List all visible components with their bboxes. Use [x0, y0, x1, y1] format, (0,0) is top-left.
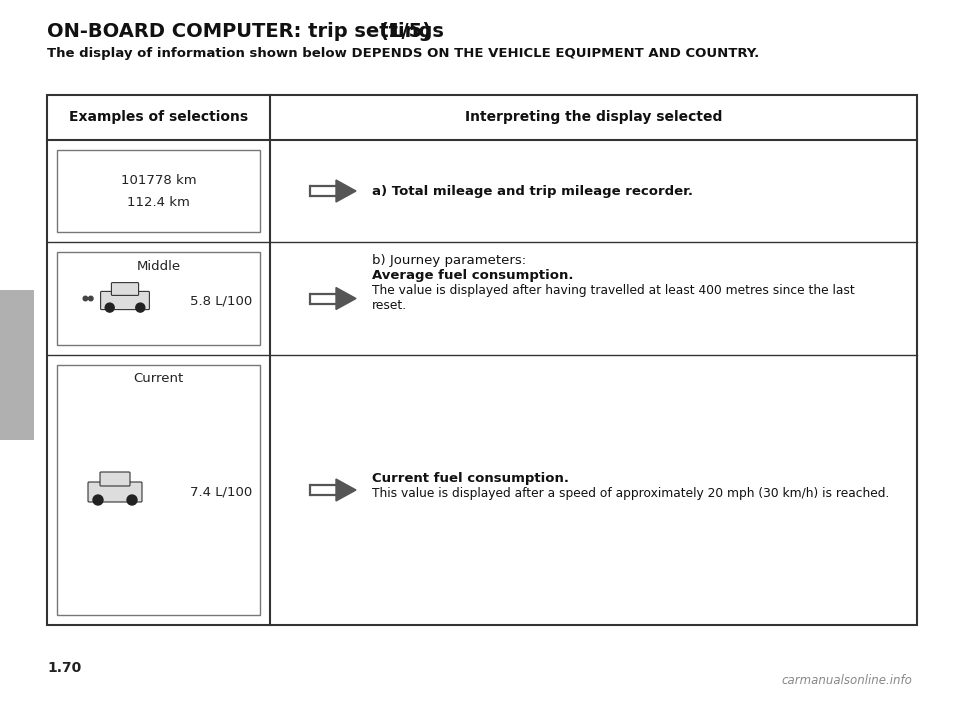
Bar: [0, 290, 34, 440]
FancyBboxPatch shape: [100, 472, 130, 486]
Text: Current: Current: [133, 373, 183, 386]
Text: This value is displayed after a speed of approximately 20 mph (30 km/h) is reach: This value is displayed after a speed of…: [372, 487, 889, 500]
Bar: [57, 252, 260, 345]
FancyBboxPatch shape: [111, 283, 138, 295]
Polygon shape: [336, 479, 356, 501]
Circle shape: [135, 303, 145, 312]
Circle shape: [127, 495, 137, 505]
Text: 5.8 L/100: 5.8 L/100: [190, 294, 252, 307]
Text: carmanualsonline.info: carmanualsonline.info: [781, 674, 912, 687]
Text: 1.70: 1.70: [47, 661, 82, 675]
Circle shape: [106, 303, 114, 312]
Bar: [47, 95, 917, 625]
Polygon shape: [336, 180, 356, 202]
Text: 112.4 km: 112.4 km: [127, 195, 190, 209]
Circle shape: [84, 296, 87, 301]
Text: (1/5): (1/5): [379, 22, 431, 41]
Circle shape: [88, 296, 93, 301]
Text: Examples of selections: Examples of selections: [69, 111, 248, 124]
Text: The display of information shown below DEPENDS ON THE VEHICLE EQUIPMENT AND COUN: The display of information shown below D…: [47, 47, 759, 60]
Text: a) Total mileage and trip mileage recorder.: a) Total mileage and trip mileage record…: [372, 185, 693, 197]
Polygon shape: [336, 288, 356, 310]
Text: Middle: Middle: [136, 259, 180, 273]
Bar: [57, 365, 260, 615]
Text: Current fuel consumption.: Current fuel consumption.: [372, 472, 569, 485]
Text: 101778 km: 101778 km: [121, 173, 196, 187]
Text: The value is displayed after having travelled at least 400 metres since the last: The value is displayed after having trav…: [372, 284, 854, 297]
FancyBboxPatch shape: [88, 482, 142, 502]
Bar: [57, 150, 260, 232]
Text: ON-BOARD COMPUTER: trip settings: ON-BOARD COMPUTER: trip settings: [47, 22, 450, 41]
Text: b) Journey parameters:: b) Journey parameters:: [372, 254, 526, 267]
Circle shape: [93, 495, 103, 505]
FancyBboxPatch shape: [101, 291, 150, 310]
Text: Interpreting the display selected: Interpreting the display selected: [465, 111, 722, 124]
Text: reset.: reset.: [372, 299, 407, 312]
Text: 7.4 L/100: 7.4 L/100: [190, 486, 252, 498]
Text: Average fuel consumption.: Average fuel consumption.: [372, 269, 573, 282]
